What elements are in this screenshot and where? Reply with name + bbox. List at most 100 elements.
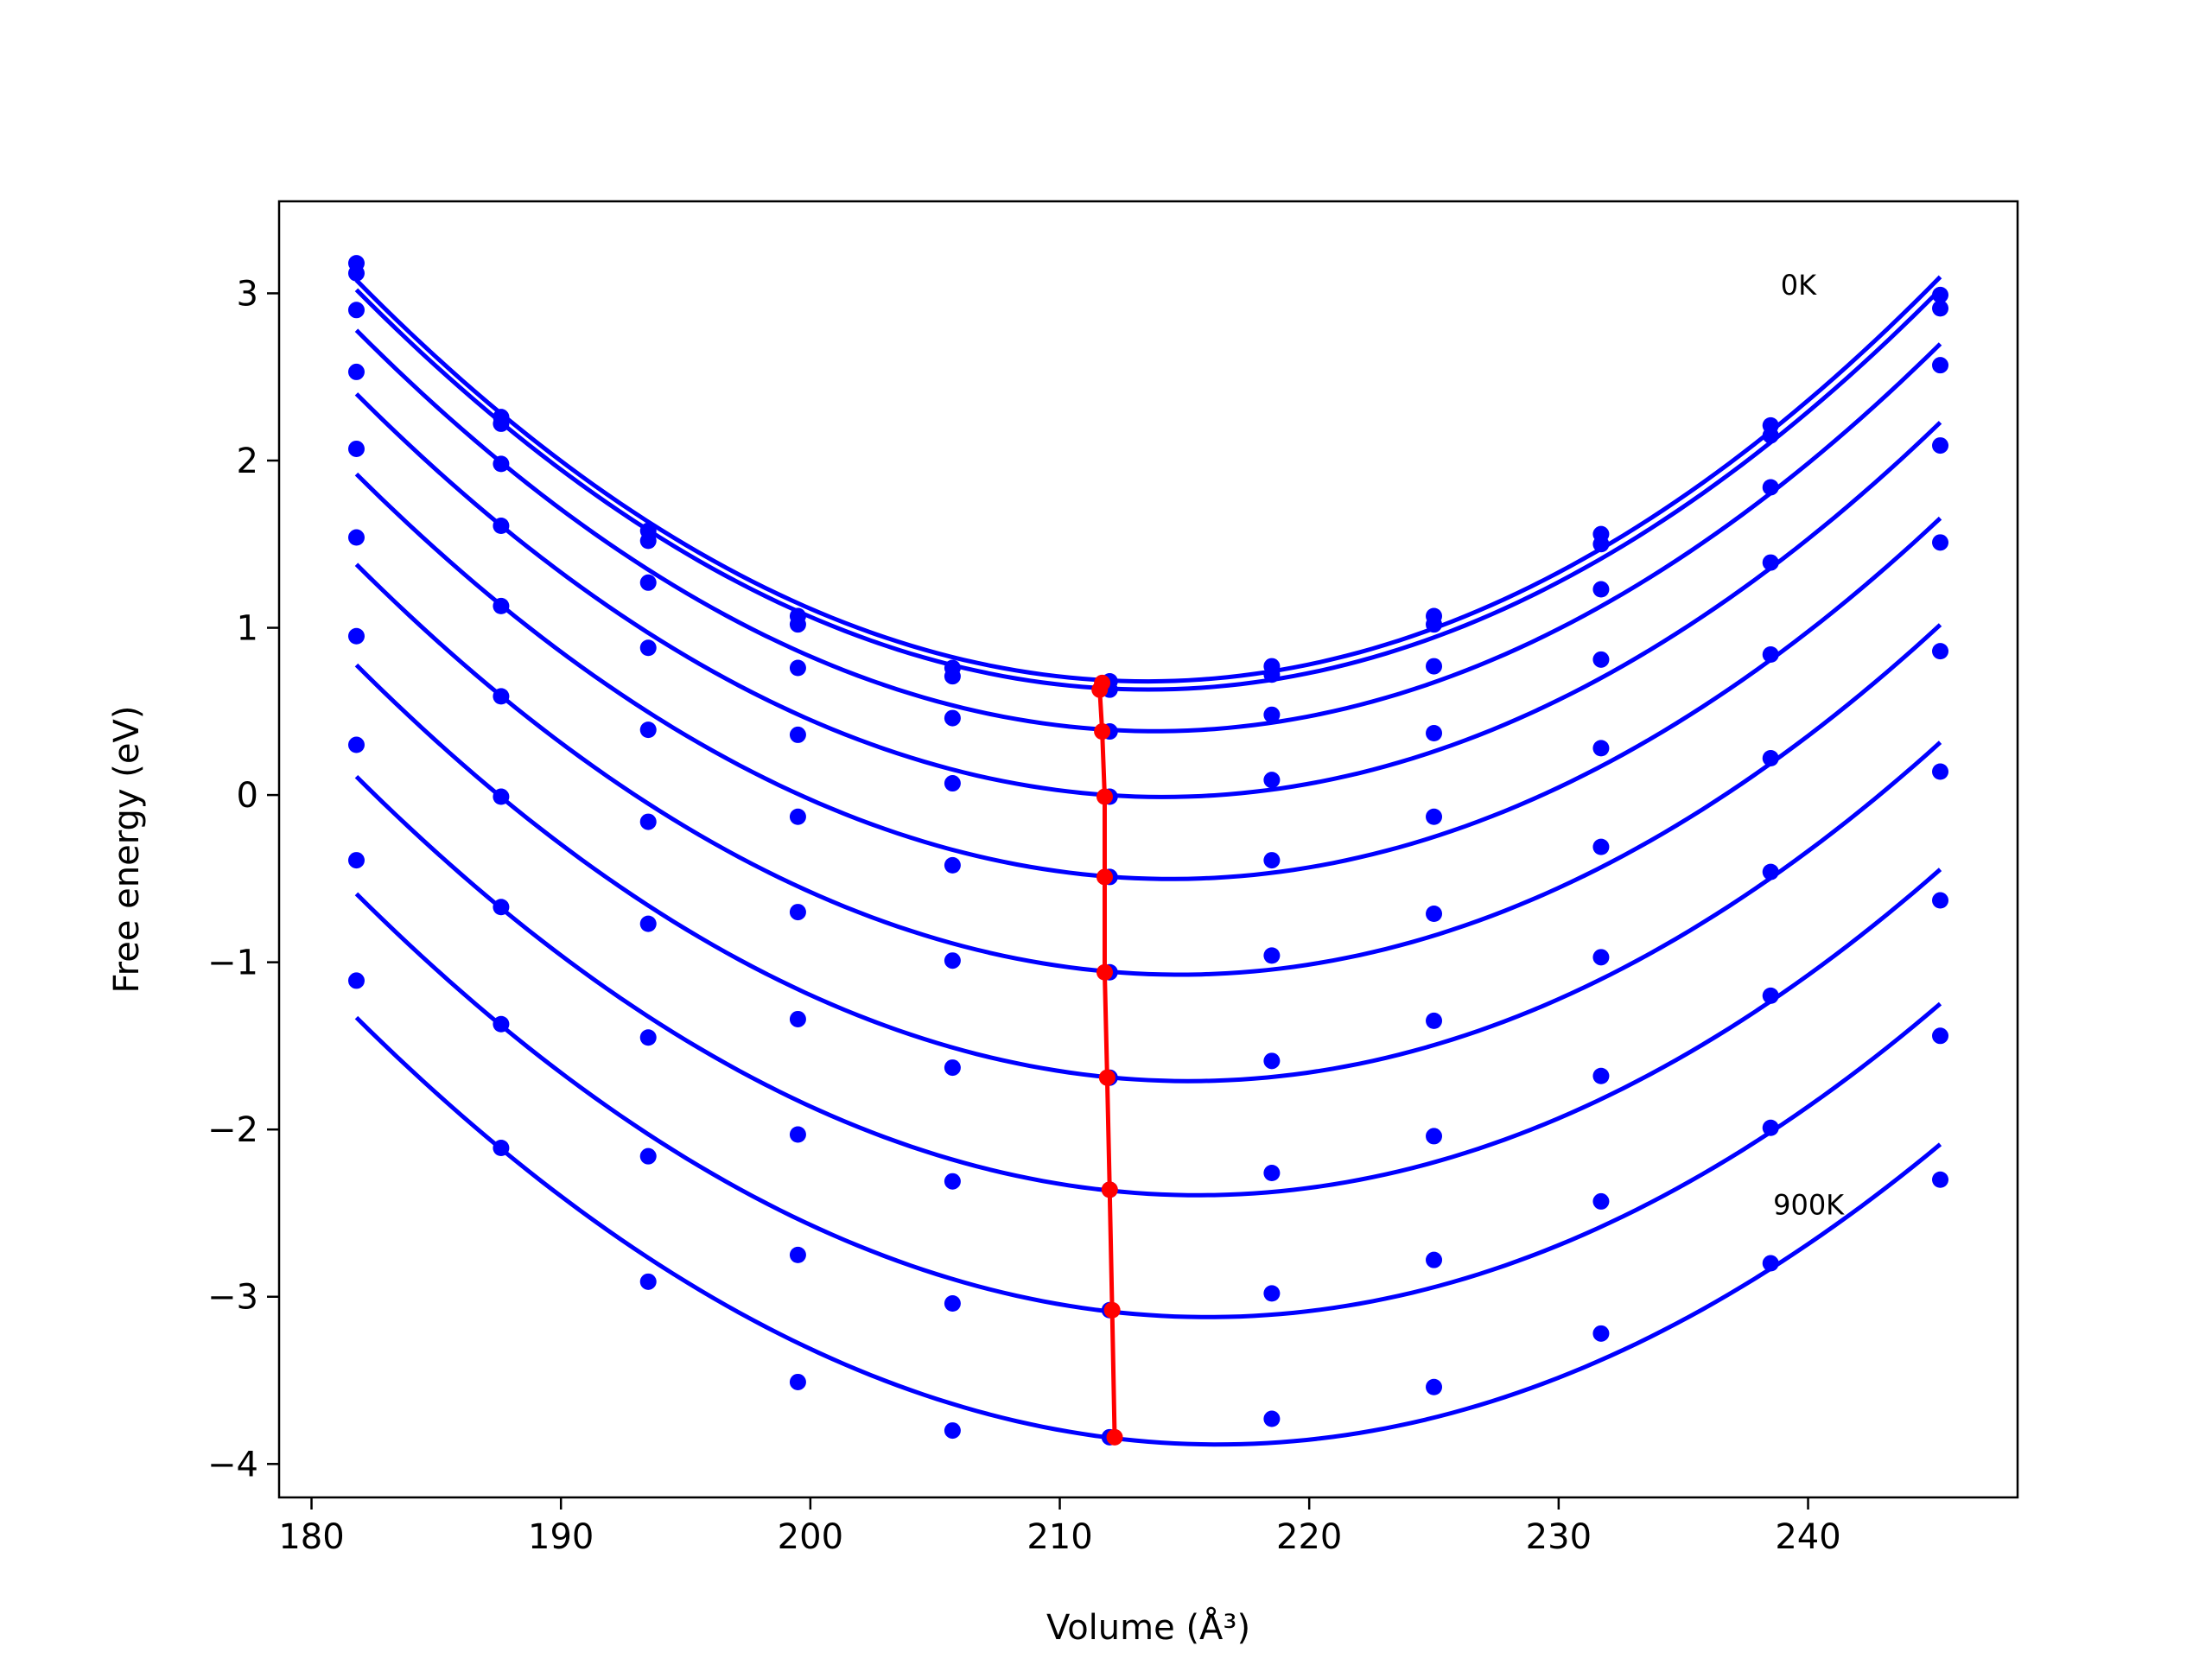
data-point <box>1592 651 1610 668</box>
data-point <box>1263 1285 1281 1302</box>
data-point <box>1762 750 1779 767</box>
data-point <box>1762 646 1779 664</box>
data-point <box>789 1126 806 1143</box>
data-point <box>1762 427 1779 444</box>
data-point <box>639 915 657 932</box>
minimum-point <box>1103 1301 1121 1319</box>
data-point <box>1263 706 1281 723</box>
data-point <box>1762 863 1779 880</box>
data-point <box>347 440 365 457</box>
y-axis-title: Free energy (eV) <box>107 706 147 994</box>
series-curve <box>354 663 1942 1084</box>
minimum-point <box>1096 963 1113 981</box>
data-point <box>347 363 365 380</box>
data-point <box>1932 357 1949 374</box>
y-tick-label: −2 <box>207 1110 258 1150</box>
x-tick-label: 220 <box>1276 1517 1342 1557</box>
minimum-line <box>1097 682 1117 1438</box>
data-point <box>1592 949 1610 966</box>
minimum-point <box>1096 868 1113 886</box>
data-point <box>1263 666 1281 683</box>
data-point <box>347 264 365 282</box>
data-point <box>493 517 510 534</box>
data-point <box>1592 1325 1610 1342</box>
data-point <box>1263 772 1281 789</box>
data-point <box>1592 1067 1610 1084</box>
data-point <box>1932 643 1949 660</box>
minimum-point <box>1096 788 1113 805</box>
data-point <box>1932 1027 1949 1045</box>
data-point <box>1762 987 1779 1004</box>
data-point <box>1592 1192 1610 1210</box>
data-point <box>944 952 961 969</box>
data-point <box>1426 1378 1443 1395</box>
data-point <box>347 529 365 546</box>
data-point <box>1426 906 1443 923</box>
y-tick-label: −3 <box>207 1278 258 1318</box>
data-point <box>1426 808 1443 825</box>
data-point <box>493 415 510 432</box>
data-point <box>1592 581 1610 598</box>
data-point <box>1426 1128 1443 1145</box>
y-tick-label: 0 <box>237 776 258 816</box>
annotations: 0K 900K <box>1773 269 1845 1222</box>
data-point <box>789 659 806 677</box>
data-point <box>789 1010 806 1027</box>
series-curve <box>354 563 1942 977</box>
data-point <box>493 597 510 614</box>
x-axis: 180 190 200 210 220 230 240 <box>278 1497 1841 1557</box>
data-point <box>639 1147 657 1165</box>
data-point <box>639 813 657 830</box>
data-point <box>1263 1410 1281 1427</box>
data-point <box>639 1029 657 1046</box>
x-axis-title: Volume (Å³) <box>1046 1606 1250 1648</box>
data-point <box>1762 554 1779 571</box>
temperature-annotation: 900K <box>1773 1188 1845 1221</box>
data-point <box>944 856 961 874</box>
series-curve <box>354 774 1942 1198</box>
temperature-annotation: 0K <box>1781 269 1817 302</box>
data-point <box>1426 724 1443 741</box>
minimum-point <box>1091 681 1109 698</box>
data-point <box>347 852 365 869</box>
data-point <box>493 1139 510 1156</box>
y-tick-label: −4 <box>207 1445 258 1484</box>
data-point <box>1592 838 1610 855</box>
series-curve <box>354 472 1942 881</box>
y-tick-label: 2 <box>237 442 258 481</box>
data-point <box>1932 437 1949 454</box>
data-point <box>493 455 510 473</box>
y-axis: −4 −3 −2 −1 0 1 2 3 <box>207 274 279 1484</box>
data-point <box>347 972 365 989</box>
x-tick-label: 210 <box>1027 1517 1092 1557</box>
data-point <box>789 1373 806 1390</box>
data-point <box>1932 1171 1949 1188</box>
data-point <box>639 574 657 591</box>
data-point <box>789 726 806 743</box>
y-tick-label: 3 <box>237 274 258 314</box>
series-curve <box>354 275 1942 684</box>
x-tick-label: 240 <box>1775 1517 1840 1557</box>
data-point <box>789 808 806 825</box>
x-tick-label: 190 <box>528 1517 594 1557</box>
data-point <box>789 904 806 921</box>
x-tick-label: 230 <box>1526 1517 1592 1557</box>
series-curve <box>354 392 1942 799</box>
y-tick-label: −1 <box>207 944 258 983</box>
data-point <box>944 775 961 792</box>
data-point <box>347 302 365 319</box>
data-point <box>1762 1255 1779 1272</box>
data-point <box>1762 1119 1779 1136</box>
x-tick-label: 180 <box>278 1517 344 1557</box>
data-point <box>1762 479 1779 496</box>
series-curve <box>354 288 1942 692</box>
data-point <box>1426 616 1443 633</box>
plot-area <box>347 255 1949 1447</box>
data-point <box>493 899 510 916</box>
data-point <box>944 1173 961 1190</box>
series-curve <box>354 892 1942 1319</box>
data-point <box>639 639 657 657</box>
y-tick-label: 1 <box>237 609 258 649</box>
data-point <box>944 668 961 685</box>
